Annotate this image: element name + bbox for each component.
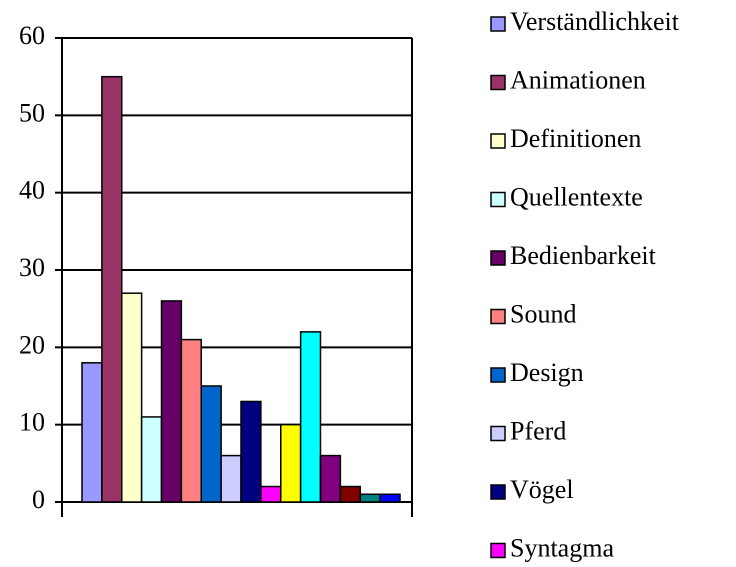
- y-tick-label: 0: [32, 485, 45, 514]
- bar: [339, 485, 361, 503]
- legend-label: Animationen: [510, 65, 646, 94]
- legend-swatch: [490, 133, 506, 149]
- legend-swatch: [490, 484, 506, 500]
- legend-label: Bedienbarkeit: [510, 241, 657, 270]
- y-tick-label: 60: [19, 21, 45, 50]
- bar: [280, 423, 302, 503]
- legend-swatch: [490, 308, 506, 325]
- legend-label: Sound: [510, 299, 576, 328]
- bar: [160, 300, 183, 503]
- bar: [359, 493, 381, 503]
- bar: [260, 485, 282, 503]
- bar: [299, 331, 322, 503]
- legend-label: Vögel: [510, 475, 574, 504]
- bar: [240, 400, 262, 503]
- legend-swatch: [490, 425, 506, 442]
- legend-swatch: [490, 191, 506, 208]
- legend-label: Design: [510, 358, 584, 387]
- y-tick-label: 30: [19, 253, 45, 282]
- y-tick-label: 20: [19, 330, 45, 359]
- legend-label: Definitionen: [510, 124, 641, 153]
- legend-label: Verständlichkeit: [510, 7, 680, 36]
- bar: [319, 454, 342, 503]
- legend-swatch: [490, 542, 506, 559]
- y-tick-label: 40: [19, 176, 45, 205]
- bar: [379, 493, 401, 503]
- legend-label: Syntagma: [510, 533, 614, 562]
- bar: [101, 75, 123, 503]
- bar: [140, 416, 163, 503]
- bar: [220, 454, 242, 503]
- y-tick-label: 50: [19, 98, 45, 127]
- legend-swatch: [490, 74, 506, 91]
- bar: [81, 362, 103, 503]
- legend-swatch: [490, 250, 506, 266]
- legend-swatch: [490, 367, 506, 383]
- bar: [180, 338, 202, 503]
- legend-label: Pferd: [510, 416, 566, 445]
- y-tick-label: 10: [19, 408, 45, 437]
- bar: [121, 292, 143, 503]
- legend-swatch: [490, 16, 506, 32]
- bar: [200, 385, 222, 503]
- legend-label: Quellentexte: [510, 182, 643, 211]
